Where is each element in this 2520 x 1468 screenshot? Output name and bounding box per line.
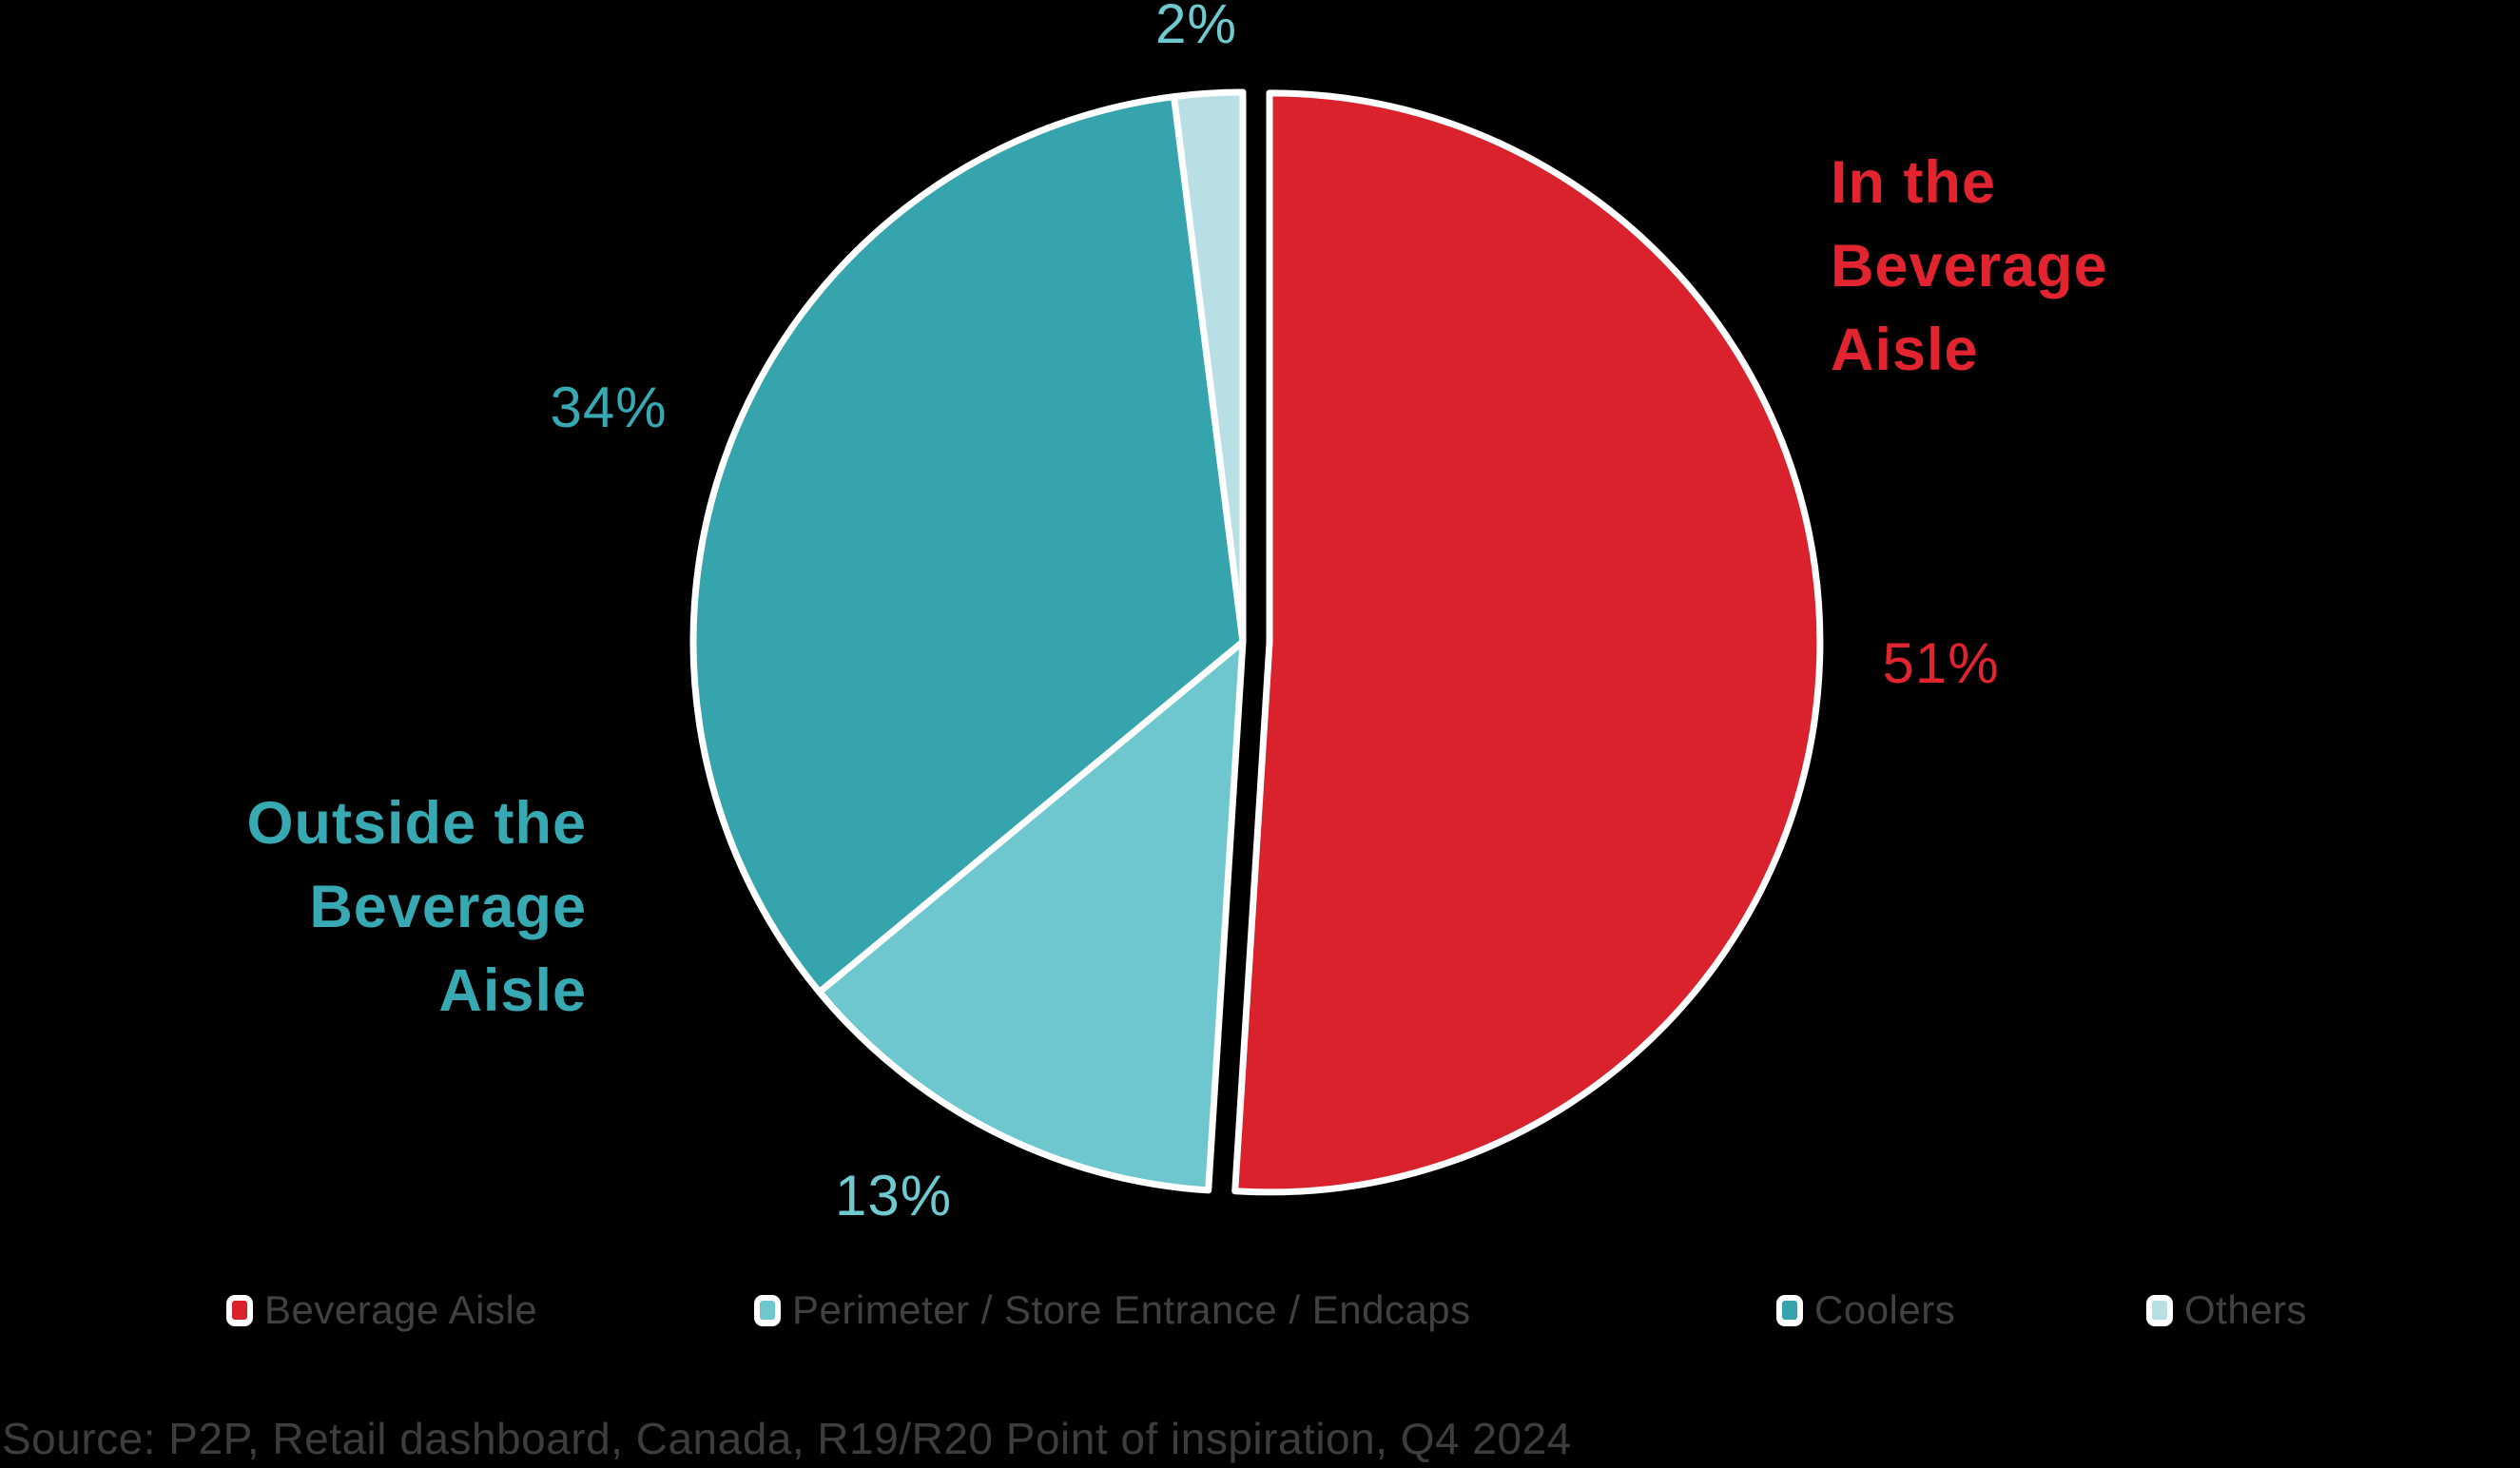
pct-label-coolers: 34%: [550, 376, 668, 439]
label-line: Aisle: [438, 957, 587, 1024]
group-label-outside-beverage-aisle: Outside the Beverage Aisle: [109, 782, 587, 1033]
legend-item-beverage-aisle: Beverage Aisle: [226, 1287, 538, 1332]
legend-swatch-icon: [1776, 1294, 1803, 1326]
label-line: In the: [1831, 149, 1996, 216]
legend-item-label: Coolers: [1814, 1287, 1956, 1332]
legend-item-others: Others: [2146, 1287, 2308, 1332]
pie-slice-perimeter-store-entrance-endcaps: [816, 638, 1247, 1194]
source-note: Source: P2P, Retail dashboard, Canada, R…: [2, 1414, 1572, 1463]
legend-item-perimeter: Perimeter / Store Entrance / Endcaps: [754, 1287, 1471, 1332]
legend-swatch-icon: [754, 1294, 781, 1326]
legend-swatch-icon: [2146, 1294, 2173, 1326]
legend-item-label: Beverage Aisle: [264, 1287, 538, 1332]
pct-label-others: 2%: [1155, 0, 1237, 55]
legend-swatch-icon: [226, 1294, 253, 1326]
group-label-in-beverage-aisle: In the Beverage Aisle: [1831, 141, 2344, 392]
pct-label-beverage-aisle: 51%: [1882, 631, 2000, 695]
legend-item-coolers: Coolers: [1776, 1287, 1956, 1332]
label-line: Aisle: [1831, 317, 1979, 383]
label-line: Outside the: [246, 790, 587, 857]
label-line: Beverage: [1831, 233, 2108, 299]
legend-item-label: Perimeter / Store Entrance / Endcaps: [792, 1287, 1471, 1332]
pie-slice-beverage-aisle: [1231, 89, 1824, 1196]
pie-slice-others: [1171, 88, 1247, 646]
label-line: Beverage: [309, 874, 587, 940]
pie-slice-coolers: [689, 93, 1247, 995]
legend: Beverage Aisle Perimeter / Store Entranc…: [0, 1287, 2520, 1332]
legend-item-label: Others: [2184, 1287, 2308, 1332]
pct-label-perimeter: 13%: [834, 1164, 953, 1227]
